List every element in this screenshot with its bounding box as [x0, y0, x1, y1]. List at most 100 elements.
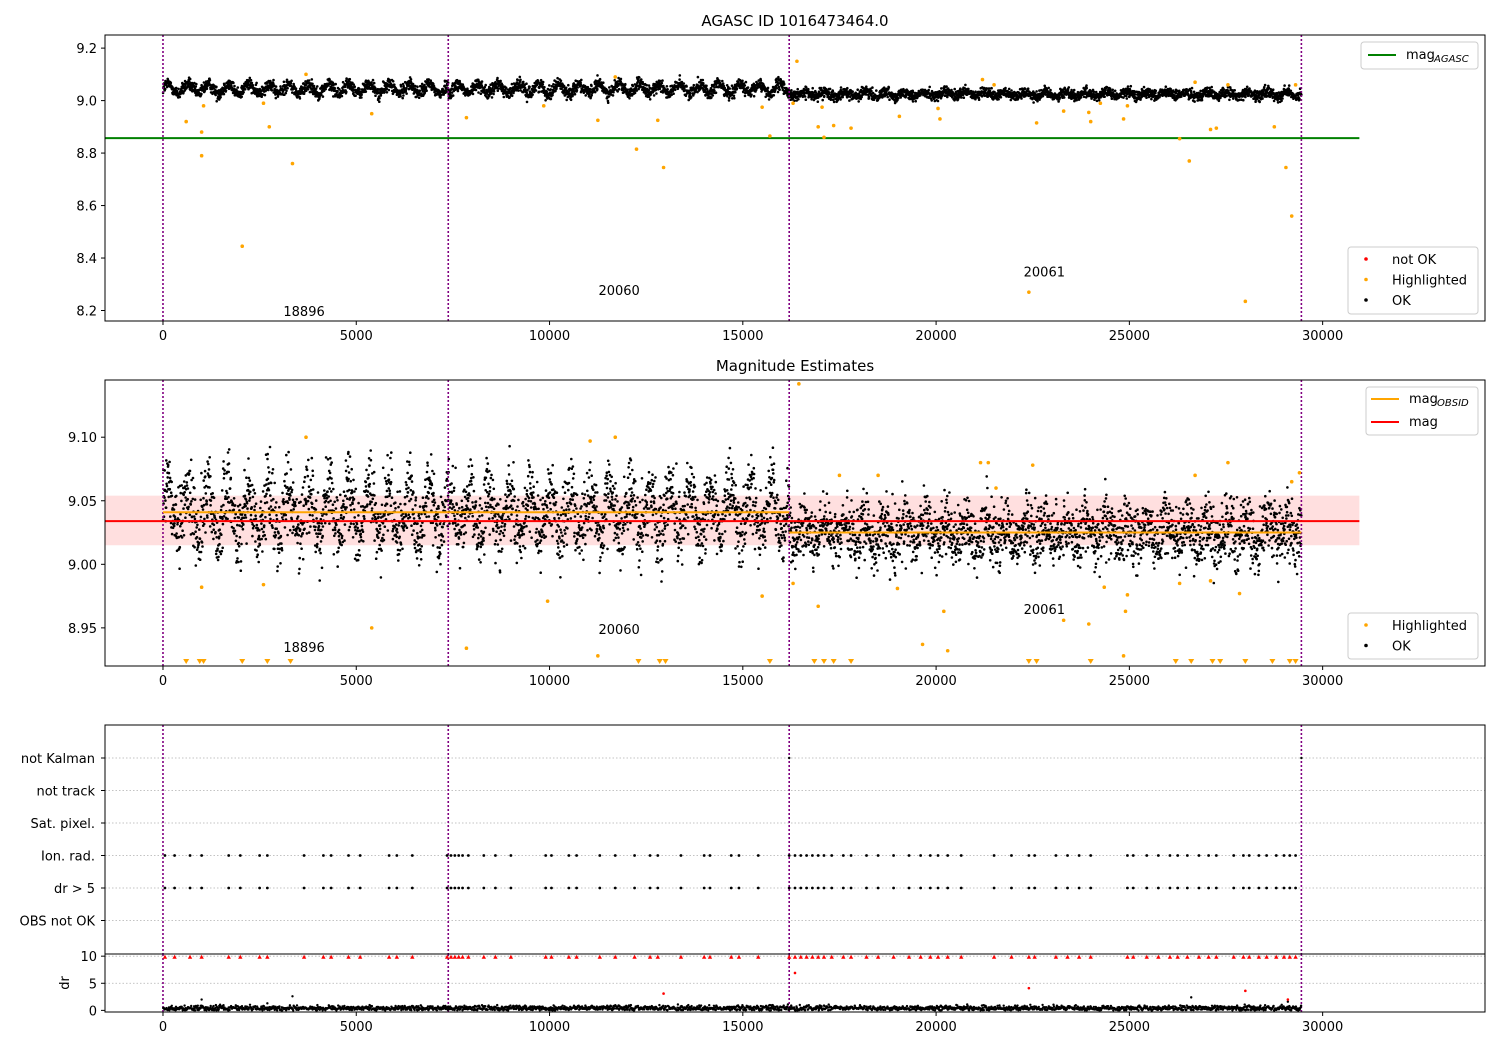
ok-point — [251, 84, 255, 87]
ok-point — [1133, 93, 1137, 96]
ok-point — [797, 98, 800, 101]
ok-point — [575, 88, 579, 92]
ok-point — [285, 89, 288, 93]
highlighted-point — [1034, 121, 1039, 125]
ok-point — [1232, 97, 1235, 100]
ok-point — [351, 81, 354, 85]
ok-point — [510, 82, 514, 86]
ok-point — [519, 89, 522, 92]
highlighted-point — [304, 72, 308, 77]
ok-point — [1192, 90, 1196, 94]
ok-point — [372, 81, 376, 85]
ok-point — [535, 83, 539, 86]
highlighted-point — [1086, 110, 1091, 115]
ok-point — [378, 97, 381, 100]
ok-point — [759, 79, 763, 82]
ok-point — [230, 84, 233, 87]
ok-point — [1009, 98, 1013, 102]
ok-point — [654, 88, 658, 92]
highlighted-point — [290, 161, 295, 166]
ok-point — [484, 83, 488, 87]
ok-point — [628, 97, 631, 100]
ok-point — [927, 88, 930, 92]
ok-point — [445, 90, 448, 93]
ok-point — [1263, 83, 1267, 87]
ok-point — [424, 86, 428, 89]
ok-point — [1261, 97, 1264, 100]
ok-point — [781, 86, 784, 89]
ok-point — [255, 81, 258, 85]
ok-point — [267, 88, 270, 92]
ok-point — [163, 87, 167, 91]
ok-point — [214, 93, 217, 97]
ok-point — [1244, 95, 1247, 99]
ok-point — [480, 82, 483, 85]
ok-point — [306, 88, 310, 91]
ok-point — [1092, 90, 1096, 94]
highlighted-point — [760, 105, 764, 109]
y-tick-label: 8.6 — [76, 200, 97, 215]
ok-point — [272, 78, 275, 82]
ok-point — [178, 95, 182, 99]
highlighted-point — [1284, 165, 1288, 170]
ok-point — [875, 89, 878, 92]
ok-point — [525, 91, 529, 95]
ok-point — [888, 98, 891, 101]
highlighted-point — [791, 101, 795, 106]
ok-point — [477, 91, 480, 94]
ok-point — [215, 99, 218, 103]
ok-point — [194, 85, 198, 88]
ok-point — [1067, 86, 1071, 89]
ok-point — [307, 79, 311, 82]
ok-point — [420, 82, 424, 86]
ok-point — [999, 96, 1003, 99]
highlighted-point — [369, 111, 374, 116]
ok-point — [637, 78, 640, 82]
ok-point — [743, 84, 747, 87]
highlighted-point — [795, 59, 799, 64]
ok-point — [1258, 100, 1261, 104]
ok-point — [567, 83, 570, 87]
highlighted-point — [816, 125, 820, 129]
ok-point — [696, 75, 700, 79]
highlighted-point — [201, 104, 206, 108]
ok-point — [945, 85, 948, 88]
ok-point — [580, 78, 583, 82]
ok-point — [274, 85, 278, 88]
ok-point — [911, 100, 915, 103]
ok-point — [846, 86, 849, 90]
ok-point — [886, 95, 889, 99]
ok-point — [314, 87, 318, 90]
ok-point — [399, 95, 402, 98]
ok-point — [531, 93, 534, 96]
ok-point — [188, 80, 191, 83]
ok-point — [352, 91, 355, 95]
ok-point — [721, 82, 725, 85]
ok-point — [832, 100, 836, 104]
ok-point — [391, 92, 395, 96]
ok-point — [1032, 101, 1035, 104]
ok-point — [427, 78, 431, 81]
ok-point — [243, 88, 247, 91]
highlighted-point — [661, 165, 666, 170]
ok-point — [871, 86, 874, 89]
ok-point — [304, 89, 308, 92]
ok-point — [418, 89, 422, 92]
ok-point — [391, 80, 395, 83]
ok-point — [327, 84, 330, 87]
ok-point — [352, 83, 356, 86]
ok-point — [491, 86, 495, 90]
ok-point — [828, 87, 832, 91]
ok-point — [767, 98, 771, 101]
ok-point — [439, 96, 442, 99]
ok-point — [821, 98, 824, 102]
ok-point — [405, 92, 408, 95]
highlighted-point — [1098, 101, 1103, 106]
ok-point — [828, 91, 831, 95]
ok-point — [810, 98, 813, 101]
ok-point — [443, 84, 447, 88]
ok-point — [374, 94, 377, 97]
ok-point — [721, 79, 724, 83]
ok-point — [294, 87, 298, 90]
highlighted-point — [1177, 136, 1182, 141]
